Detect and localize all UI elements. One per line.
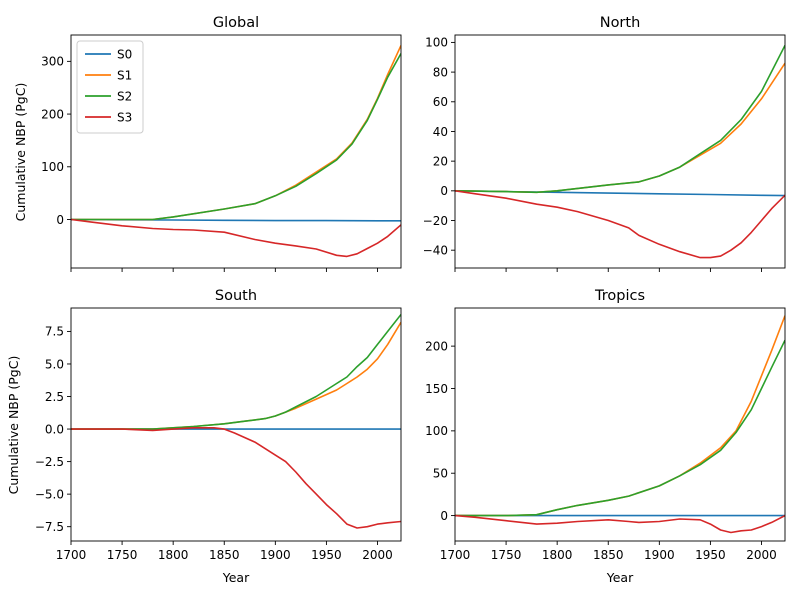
x-tick-label-south: 1750 <box>107 548 138 562</box>
series-line-s2-north <box>455 45 785 194</box>
series-line-s2-south <box>71 314 401 430</box>
series-line-s2-global <box>71 53 401 221</box>
x-tick-label-tropics: 1850 <box>593 548 624 562</box>
legend-label-s2: S2 <box>117 89 132 103</box>
y-tick-label-south: −7.5 <box>35 520 64 534</box>
y-tick-label-south: −2.5 <box>35 455 64 469</box>
legend-label-s3: S3 <box>117 110 132 124</box>
y-tick-label-tropics: 150 <box>425 382 448 396</box>
axes-frame-tropics <box>454 307 786 542</box>
x-tick-label-south: 1900 <box>260 548 291 562</box>
series-line-s3-south <box>71 426 401 529</box>
y-axis-label-bottom: Cumulative NBP (PgC) <box>6 356 21 495</box>
legend-label-s0: S0 <box>117 47 132 61</box>
y-tick-label-tropics: 200 <box>425 339 448 353</box>
panel-title-global: Global <box>213 15 259 31</box>
series-line-s3-global <box>71 218 401 258</box>
plot-area-north <box>455 45 785 259</box>
y-tick-label-global: 0 <box>56 213 64 227</box>
x-tick-label-tropics: 1700 <box>440 548 471 562</box>
x-tick-label-south: 2000 <box>362 548 393 562</box>
y-tick-label-south: −5.0 <box>35 487 64 501</box>
plot-area-tropics <box>455 315 785 534</box>
axes-frame-global <box>70 34 402 269</box>
x-tick-label-south: 1850 <box>209 548 240 562</box>
panel-south: 1700 1750 1800 1850 1900 1950 2000 −7.5 −5.0 −2.5… <box>35 307 402 562</box>
y-tick-label-south: 5.0 <box>45 357 64 371</box>
y-tick-label-north: 100 <box>425 36 448 50</box>
y-tick-label-south: 2.5 <box>45 390 64 404</box>
panel-global: 0 100 200 300 <box>41 34 402 272</box>
x-axis-label-tropics: Year <box>606 570 634 585</box>
x-tick-label-tropics: 2000 <box>746 548 777 562</box>
x-tick-label-south: 1700 <box>56 548 87 562</box>
legend-label-s1: S1 <box>117 68 132 82</box>
y-tick-label-south: 7.5 <box>45 325 64 339</box>
plot-area-global <box>71 45 401 258</box>
y-tick-label-tropics: 100 <box>425 424 448 438</box>
panel-title-south: South <box>215 288 257 304</box>
y-tick-label-north: 40 <box>433 125 448 139</box>
legend: S0 S1 S2 S3 <box>76 40 144 134</box>
series-line-s3-north <box>455 190 785 259</box>
legend-box <box>76 40 144 134</box>
x-tick-label-tropics: 1900 <box>644 548 675 562</box>
x-tick-label-south: 1950 <box>311 548 342 562</box>
x-tick-label-tropics: 1750 <box>491 548 522 562</box>
y-tick-label-global: 100 <box>41 160 64 174</box>
y-tick-label-north: −20 <box>423 214 448 228</box>
y-tick-label-north: 0 <box>440 184 448 198</box>
x-tick-label-tropics: 1800 <box>542 548 573 562</box>
series-line-s1-north <box>455 62 785 194</box>
panel-tropics: 1700 1750 1800 1850 1900 1950 2000 0 50 100 150 200 <box>425 307 786 562</box>
axes-frame-north <box>454 34 786 269</box>
x-axis-label-south: Year <box>222 570 250 585</box>
y-tick-label-tropics: 0 <box>440 509 448 523</box>
series-line-s1-south <box>71 321 401 430</box>
y-tick-label-tropics: 50 <box>433 467 448 481</box>
x-tick-label-south: 1800 <box>158 548 189 562</box>
y-tick-label-north: 20 <box>433 154 448 168</box>
panel-title-tropics: Tropics <box>594 288 645 304</box>
y-tick-label-north: −40 <box>423 243 448 257</box>
y-tick-label-north: 60 <box>433 95 448 109</box>
series-line-s3-tropics <box>455 514 785 534</box>
y-axis-label-top: Cumulative NBP (PgC) <box>13 83 28 222</box>
series-line-s1-tropics <box>455 315 785 517</box>
y-tick-label-north: 80 <box>433 65 448 79</box>
axes-frame-south <box>70 307 402 542</box>
x-tick-label-tropics: 1950 <box>695 548 726 562</box>
y-tick-label-global: 200 <box>41 107 64 121</box>
panel-title-north: North <box>600 15 641 31</box>
panel-north: −40 −20 0 20 40 60 80 100 <box>423 34 786 272</box>
plot-area-south <box>71 314 401 529</box>
series-line-s2-tropics <box>455 339 785 517</box>
y-tick-label-south: 0.0 <box>45 422 64 436</box>
y-tick-label-global: 300 <box>41 55 64 69</box>
